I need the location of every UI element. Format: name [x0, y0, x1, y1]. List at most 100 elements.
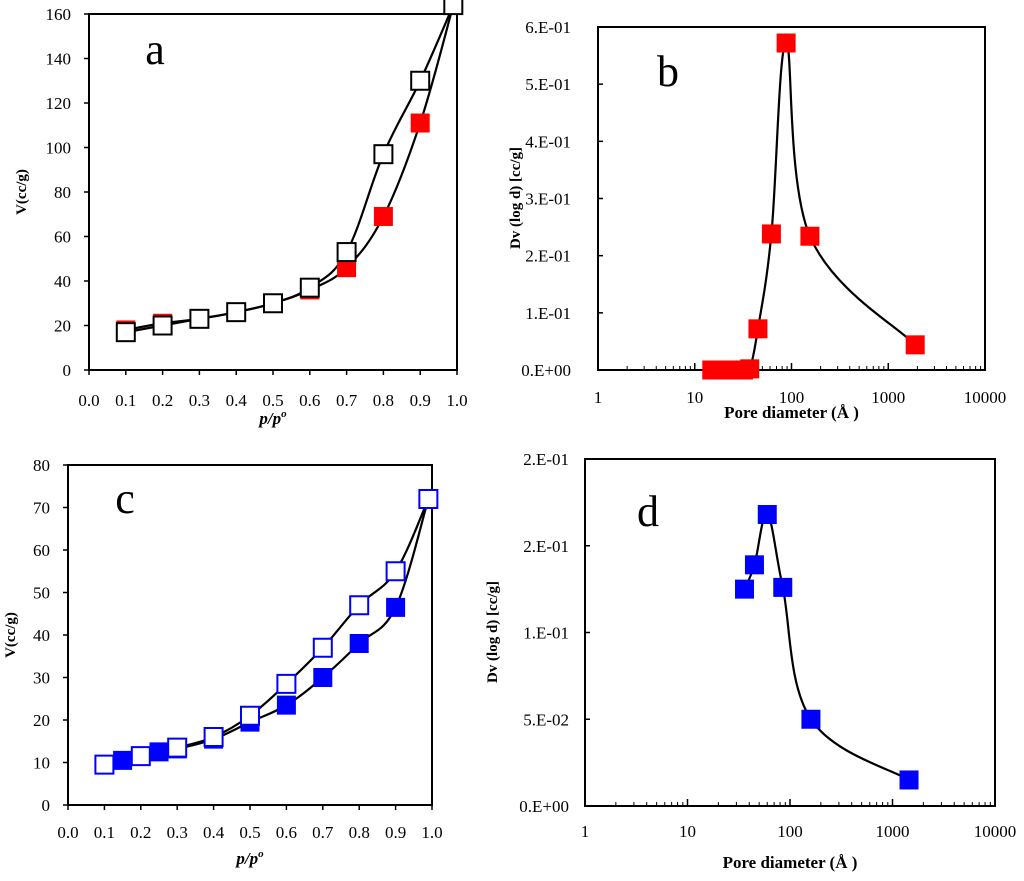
data-point-pore-size-distribution [757, 505, 777, 525]
data-point-adsorption [113, 750, 133, 770]
y-tick-label: 120 [46, 94, 72, 113]
panel-letter: d [637, 487, 659, 536]
data-point-adsorption [276, 695, 296, 715]
y-tick-label: 0.E+00 [519, 797, 569, 816]
data-point-desorption [263, 293, 283, 314]
data-point-adsorption [386, 597, 406, 617]
series-line [743, 513, 910, 781]
y-tick-label: 4.E-01 [525, 132, 571, 151]
data-point-desorption [385, 561, 406, 582]
data-point-pore-size-distribution [899, 770, 919, 790]
y-axis-label: V(cc/g) [3, 612, 19, 658]
y-tick-label: 10 [33, 754, 50, 773]
series-line [104, 498, 430, 766]
y-tick-label: 100 [46, 139, 72, 158]
y-tick-label: 20 [33, 711, 50, 730]
x-tick-label: 0.3 [167, 823, 188, 842]
y-tick-label: 70 [33, 499, 50, 518]
x-tick-label: 0.0 [78, 391, 99, 410]
data-point-desorption [410, 70, 431, 91]
data-point-desorption [152, 315, 173, 336]
data-point-desorption [115, 322, 136, 343]
x-tick-label: 0.5 [262, 391, 283, 410]
x-tick-label: 0.1 [94, 823, 115, 842]
x-tick-label: 1 [594, 388, 603, 407]
y-tick-label: 3.E-01 [525, 190, 571, 209]
x-tick-label: 0.2 [130, 823, 151, 842]
x-axis-label: p/po [257, 408, 287, 428]
series-line [711, 41, 917, 374]
chart-panel-a: 0 20 40 60 80 100 120 140 160 0.0 0.1 0.2 0.3 0.4 0.5 0… [14, 0, 468, 428]
data-point-pore-size-distribution [800, 226, 820, 246]
y-tick-label: 1.E-01 [523, 624, 569, 643]
panel-letter: b [657, 47, 679, 96]
data-point-desorption [312, 637, 333, 658]
data-point-desorption [276, 673, 297, 694]
data-point-pore-size-distribution [761, 224, 781, 244]
data-point-desorption [130, 746, 151, 767]
x-tick-label: 1.0 [446, 391, 467, 410]
data-point-adsorption [313, 668, 333, 687]
data-point-desorption [373, 144, 394, 165]
data-point-pore-size-distribution [801, 709, 821, 729]
x-tick-label: 1 [581, 822, 590, 841]
data-point-adsorption [349, 634, 369, 653]
x-tick-label: 0.9 [385, 823, 406, 842]
x-tick-label: 0.0 [57, 823, 78, 842]
data-point-desorption [443, 0, 464, 16]
chart-panel-d: 0.E+00 5.E-02 1.E-01 2.E-01 2.E-01 1 10 100 1000… [485, 450, 1016, 872]
y-tick-label: 80 [54, 183, 71, 202]
x-tick-label: 100 [777, 822, 803, 841]
chart-panel-b: 0.E+00 1.E-01 2.E-01 3.E-01 4.E-01 5.E-01 6.E-… [508, 18, 1006, 422]
y-tick-label: 40 [33, 626, 50, 645]
y-tick-label: 80 [33, 456, 50, 475]
data-point-pore-size-distribution [740, 359, 760, 379]
y-axis-label: Dv (log d) [cc/g] [508, 147, 524, 249]
y-tick-label: 2.E-01 [523, 537, 569, 556]
data-point-desorption [226, 302, 247, 323]
y-tick-label: 0.E+00 [521, 361, 571, 380]
y-axis-label: Dv (log d) [cc/g] [485, 581, 501, 683]
x-tick-label: 1.0 [421, 823, 442, 842]
y-tick-label: 160 [46, 5, 72, 24]
data-point-desorption [94, 754, 115, 775]
x-tick-label: 10000 [964, 388, 1007, 407]
plot-frame [88, 13, 458, 371]
x-tick-label: 10 [686, 388, 703, 407]
x-tick-label: 0.8 [373, 391, 394, 410]
x-tick-label: 0.6 [299, 391, 320, 410]
data-point-adsorption [149, 742, 169, 762]
y-axis-label: V(cc/g) [14, 169, 30, 215]
x-tick-label: 0.7 [336, 391, 358, 410]
x-tick-label: 0.3 [189, 391, 210, 410]
y-tick-label: 2.E-01 [523, 450, 569, 469]
x-tick-label: 0.7 [312, 823, 334, 842]
y-tick-label: 140 [46, 50, 72, 69]
y-tick-label: 30 [33, 669, 50, 688]
data-point-desorption [203, 727, 224, 747]
y-tick-label: 20 [54, 317, 71, 336]
data-point-desorption [336, 242, 357, 263]
panel-letter: c [115, 474, 135, 523]
data-point-desorption [240, 705, 260, 726]
data-point-pore-size-distribution [735, 579, 755, 599]
series-line [104, 498, 430, 766]
x-tick-label: 1000 [876, 822, 910, 841]
y-tick-label: 40 [54, 272, 71, 291]
x-tick-label: 1000 [871, 388, 905, 407]
data-point-desorption [349, 595, 370, 616]
x-axis-label: p/po [234, 848, 264, 868]
x-tick-label: 10 [679, 822, 696, 841]
data-point-desorption [418, 489, 439, 509]
data-point-pore-size-distribution [776, 33, 796, 53]
data-point-pore-size-distribution [773, 577, 793, 597]
y-tick-label: 6.E-01 [525, 18, 571, 37]
x-tick-label: 0.9 [410, 391, 431, 410]
x-axis-label: Pore diameter (Å ) [723, 853, 858, 872]
x-tick-label: 100 [779, 388, 805, 407]
y-tick-label: 60 [33, 541, 50, 560]
x-tick-label: 0.5 [239, 823, 260, 842]
x-tick-label: 0.6 [276, 823, 297, 842]
y-tick-label: 5.E-02 [523, 710, 569, 729]
